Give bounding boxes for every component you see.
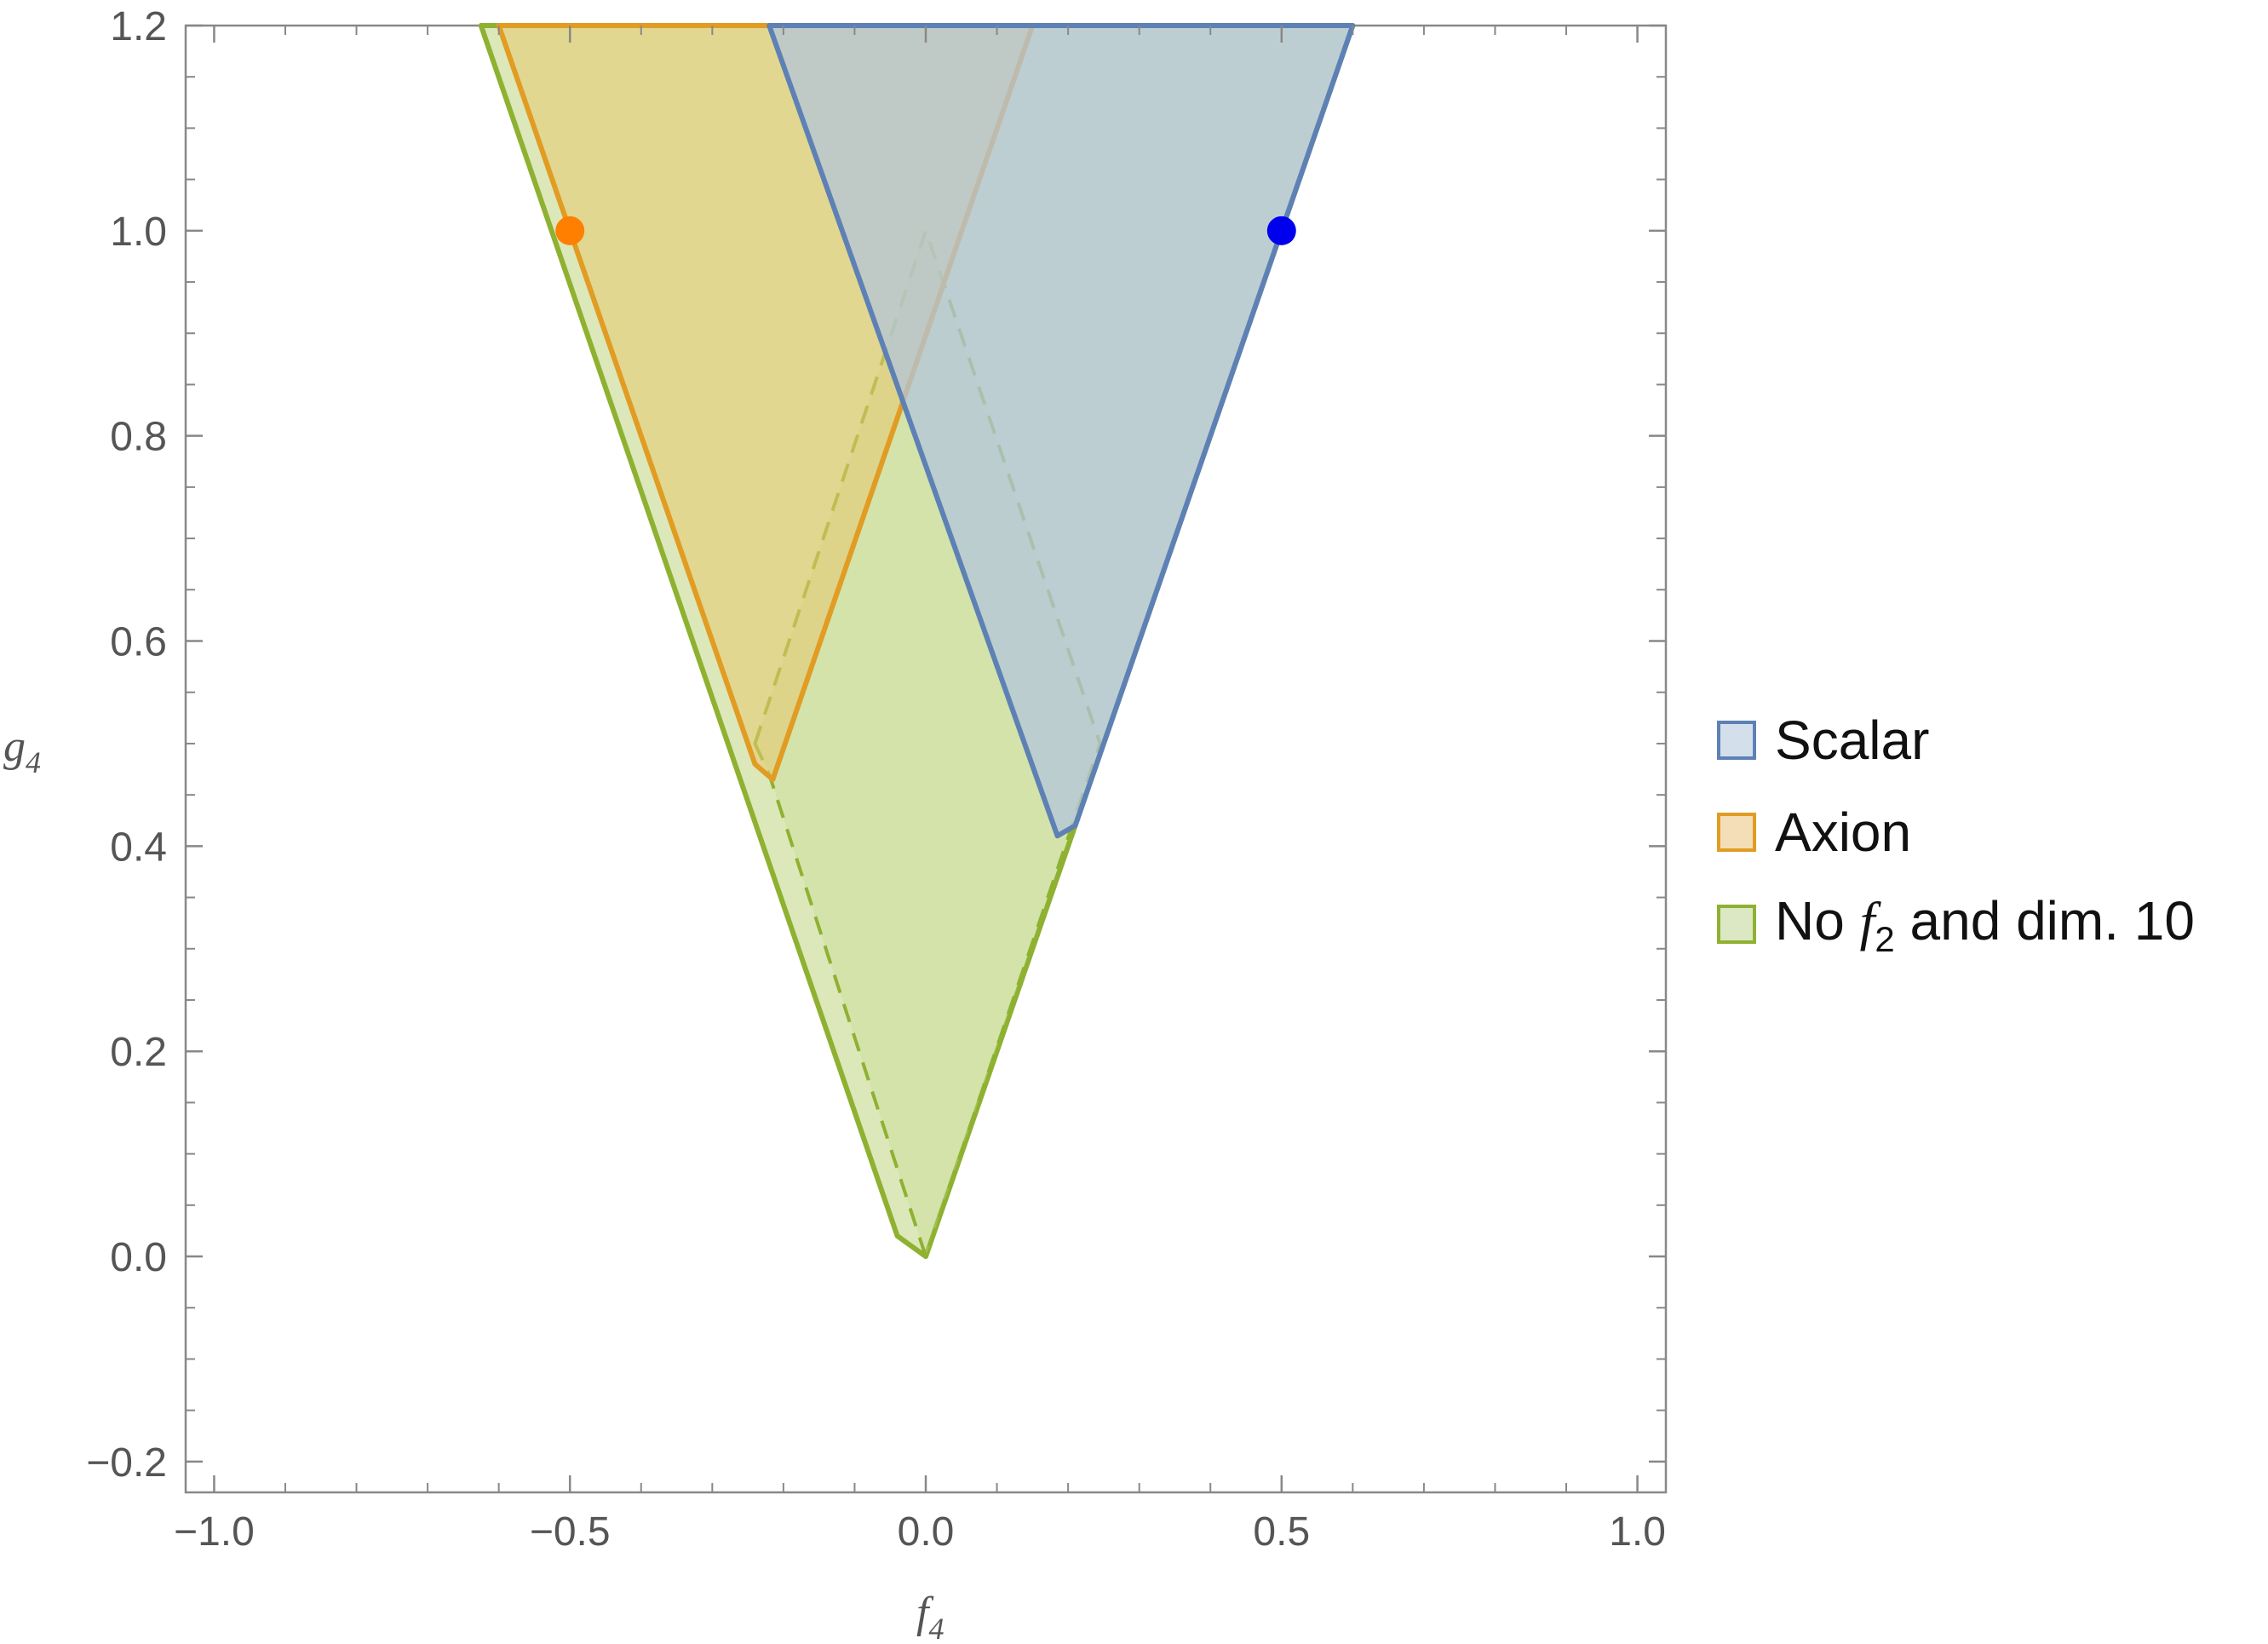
y-tick-label: 0.4 bbox=[110, 825, 167, 870]
x-tick-label: −0.5 bbox=[530, 1509, 611, 1555]
y-tick-label: 0.2 bbox=[110, 1030, 167, 1075]
x-tick-label: −1.0 bbox=[174, 1509, 255, 1555]
legend-label-scalar: Scalar bbox=[1775, 710, 1930, 771]
x-tick-label: 0.0 bbox=[898, 1509, 955, 1555]
legend-swatch-no-f2 bbox=[1717, 905, 1756, 944]
legend: Scalar Axion No f2 and dim. 10 bbox=[1717, 694, 2195, 970]
y-tick-label: 0.0 bbox=[110, 1235, 167, 1280]
x-axis-title: f4 bbox=[916, 1589, 944, 1644]
data-point-0 bbox=[555, 216, 585, 245]
legend-swatch-axion bbox=[1717, 813, 1756, 852]
legend-label-axion: Axion bbox=[1775, 802, 1912, 863]
legend-swatch-scalar bbox=[1717, 721, 1756, 760]
y-tick-label: 1.0 bbox=[110, 210, 167, 255]
y-axis-title: g4 bbox=[3, 722, 41, 779]
legend-item-no-f2: No f2 and dim. 10 bbox=[1717, 878, 2195, 970]
x-tick-label: 0.5 bbox=[1253, 1509, 1310, 1555]
legend-item-axion: Axion bbox=[1717, 786, 2195, 878]
legend-item-scalar: Scalar bbox=[1717, 694, 2195, 786]
legend-label-no-f2: No f2 and dim. 10 bbox=[1775, 889, 2195, 959]
y-tick-label: 0.6 bbox=[110, 620, 167, 665]
y-tick-label: 0.8 bbox=[110, 415, 167, 460]
region-scalar bbox=[767, 23, 1356, 839]
data-point-1 bbox=[1266, 216, 1296, 245]
ticks-layer: −1.0 −0.5 0.0 0.5 1.0 −0.2 0.0 0.2 0.4 0.6 0.8 1.0 1… bbox=[86, 4, 1666, 1555]
y-tick-label: −0.2 bbox=[86, 1440, 167, 1486]
regions-layer bbox=[478, 23, 1356, 1262]
x-tick-label: 1.0 bbox=[1609, 1509, 1666, 1555]
y-tick-label: 1.2 bbox=[110, 4, 167, 49]
points-layer bbox=[555, 216, 1296, 245]
